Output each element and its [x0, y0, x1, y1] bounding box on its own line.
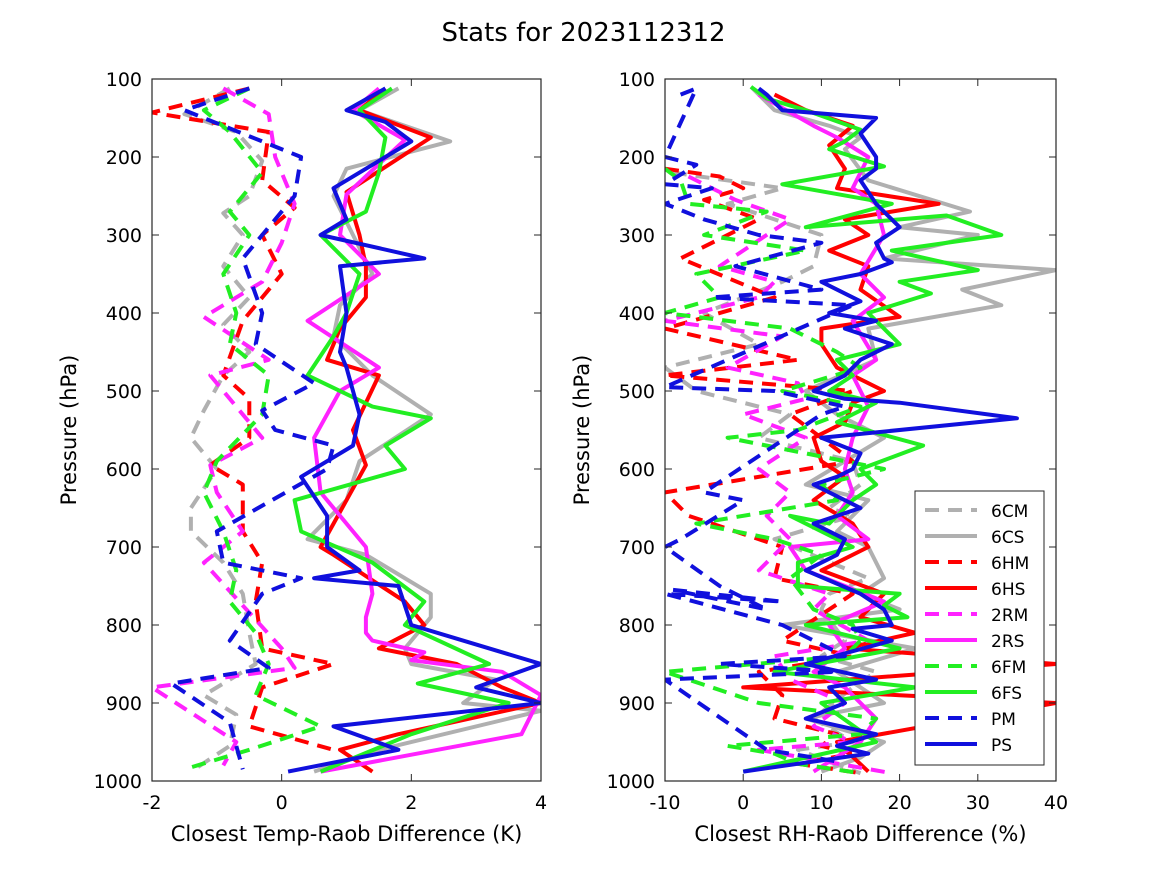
y-tick-label: 400	[619, 303, 655, 325]
y-axis-label: Pressure (hPa)	[570, 355, 594, 506]
series-line-6HM	[665, 166, 861, 776]
y-tick-label: 500	[619, 381, 655, 403]
y-axis-label: Pressure (hPa)	[57, 355, 81, 506]
series-line-2RM	[152, 86, 297, 767]
x-tick-label: 20	[888, 792, 912, 814]
y-tick-label: 200	[619, 147, 655, 169]
series-line-6FM	[183, 86, 323, 772]
x-tick-label: 30	[966, 792, 990, 814]
x-axis-label: Closest Temp-Raob Difference (K)	[171, 822, 523, 846]
y-tick-label: 800	[106, 615, 142, 637]
chart-panel-1: -2 0 2 4 100 200 300 400 500 600 700 800 900 1000 Clos…	[57, 69, 547, 846]
y-tick-label: 1000	[94, 771, 142, 793]
y-tick-label: 100	[619, 69, 655, 91]
legend-label-PS: PS	[991, 736, 1012, 756]
legend-label-PM: PM	[991, 710, 1016, 730]
x-tick-label: 2	[405, 792, 417, 814]
y-tick-label: 700	[619, 537, 655, 559]
figure-title: Stats for 2023112312	[441, 18, 726, 48]
x-tick-label: -10	[649, 792, 680, 814]
axes-box	[664, 78, 1057, 782]
y-tick-label: 400	[106, 303, 142, 325]
x-tick-label: 40	[1044, 792, 1068, 814]
x-axis-label: Closest RH-Raob Difference (%)	[694, 822, 1026, 846]
series-line-6HM	[152, 86, 336, 752]
y-tick-label: 900	[106, 693, 142, 715]
x-tick-label: 4	[535, 792, 547, 814]
y-tick-label: 600	[106, 459, 142, 481]
series-line-6FM	[665, 167, 886, 776]
legend-label-2RS: 2RS	[991, 632, 1024, 652]
y-tick-label: 100	[106, 69, 142, 91]
chart-panel-2: -10 0 10 20 30 40 100 200 300 400 500 600 700 800 900 1…	[570, 69, 1068, 846]
x-tick-label: -2	[143, 792, 162, 814]
legend-label-6HM: 6HM	[991, 554, 1029, 574]
series-line-PS	[742, 86, 1019, 774]
series-line-PS	[287, 86, 541, 774]
x-tick-label: 0	[737, 792, 749, 814]
y-tick-label: 600	[619, 459, 655, 481]
y-tick-label: 700	[106, 537, 142, 559]
series-line-PM	[169, 86, 336, 770]
series-line-6FS	[292, 86, 511, 774]
legend-label-6HS: 6HS	[991, 580, 1025, 600]
legend-box	[914, 490, 1045, 766]
series-line-6CS	[305, 86, 541, 774]
series-line-PM	[665, 86, 855, 764]
y-tick-label: 800	[619, 615, 655, 637]
y-tick-label: 1000	[607, 771, 655, 793]
axes-box	[151, 78, 542, 782]
legend-label-6CM: 6CM	[991, 502, 1028, 522]
y-tick-label: 300	[619, 225, 655, 247]
x-tick-label: 10	[809, 792, 833, 814]
series-group	[665, 85, 1056, 776]
legend-label-6FS: 6FS	[991, 684, 1022, 704]
y-tick-label: 300	[106, 225, 142, 247]
series-line-6CM	[182, 86, 265, 774]
series-group	[152, 86, 541, 774]
legend-label-6FM: 6FM	[991, 658, 1026, 678]
y-tick-label: 500	[106, 381, 142, 403]
series-line-2RM	[665, 174, 893, 776]
x-tick-label: 0	[276, 792, 288, 814]
y-tick-label: 900	[619, 693, 655, 715]
legend-label-6CS: 6CS	[991, 528, 1024, 548]
y-tick-label: 200	[106, 147, 142, 169]
legend: 6CM 6CS 6HM 6HS 2RM 2RS 6FM 6FS PM PS	[914, 490, 1045, 766]
series-line-2RS	[305, 86, 541, 774]
legend-label-2RM: 2RM	[991, 606, 1028, 626]
